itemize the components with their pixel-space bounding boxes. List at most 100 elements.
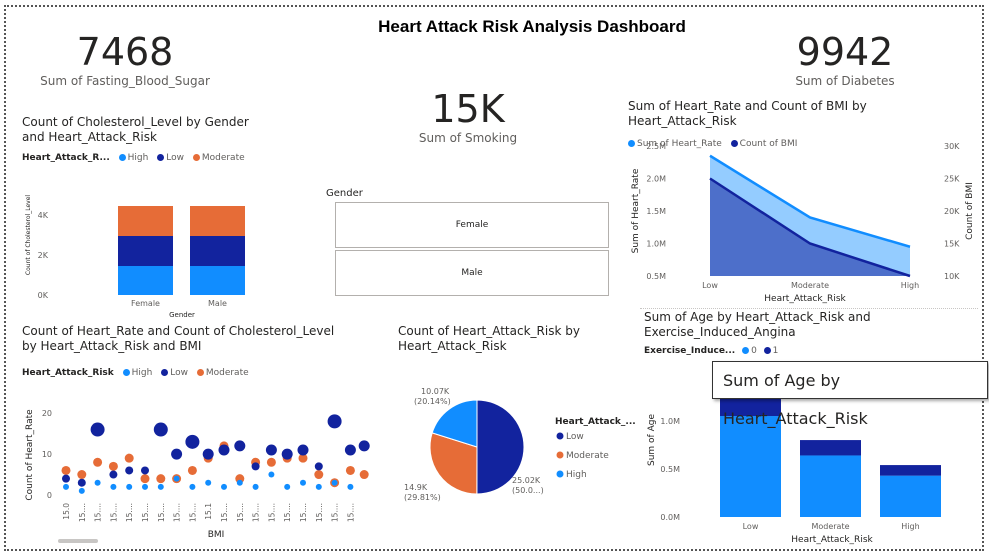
bar-low (190, 236, 245, 266)
scatter-point-high (142, 483, 148, 490)
legend-label: Low (170, 368, 188, 378)
legend-label: 1 (772, 346, 779, 356)
kpi-value: 15K (431, 87, 505, 131)
scatter-point-low (202, 448, 214, 460)
scatter-point-low (281, 448, 293, 460)
scatter-point-low (77, 478, 86, 487)
y-tick-label: 0 (47, 491, 52, 500)
x-tick-label: 15.... (157, 503, 166, 522)
x-tick-label: Low (743, 522, 759, 531)
legend-label: Count of BMI (739, 139, 798, 149)
legend-title: Heart_Attack_Risk (22, 368, 114, 378)
scatter-point-low (218, 444, 230, 456)
x-tick-label: 15.... (315, 503, 324, 522)
legend-label: Moderate (201, 153, 245, 163)
y-tick-label: 0K (38, 291, 49, 300)
x-tick-label: 15.... (346, 503, 355, 522)
legend-label: Moderate (566, 451, 609, 461)
scatter-point-moderate (93, 457, 103, 467)
chart-legend: Exercise_Induce... 0 1 (644, 346, 974, 356)
scatter-point-moderate (298, 453, 308, 463)
kpi-value: 9942 (796, 30, 894, 74)
slicer-option-female[interactable]: Female (335, 202, 609, 248)
legend-dot-high (556, 470, 564, 478)
legend-dot-moderate (192, 154, 200, 161)
y-tick-label: 0.0M (660, 513, 680, 522)
legend-dot-0 (742, 347, 750, 354)
chart-legend: Heart_Attack_Risk High Low Moderate (22, 368, 362, 378)
scatter-point-moderate (61, 465, 71, 475)
scatter-point-low (265, 444, 277, 456)
pie-chart: 25.02K(50.0...) 14.9K(29.81%) 10.07K(20.14… (404, 387, 636, 502)
slicer-option-male[interactable]: Male (335, 250, 609, 296)
bar-0 (800, 455, 861, 517)
pie-data-label: 25.02K (512, 476, 541, 485)
scatter-point-high (221, 483, 227, 490)
age-visual[interactable]: Sum of Age by Heart_Attack_Risk and Exer… (644, 310, 974, 356)
scatter-point-high (268, 471, 275, 478)
bar-low (118, 236, 173, 266)
line-bmi (709, 177, 911, 278)
y-tick-label: 2.5M (646, 142, 666, 151)
scatter-scrollbar[interactable] (58, 539, 98, 543)
gender-slicer-title: Gender (326, 188, 363, 199)
y-tick-label: 1.0M (646, 240, 666, 249)
pie-visual[interactable]: Count of Heart_Attack_Risk by Heart_Atta… (398, 324, 598, 354)
bar-1 (800, 440, 861, 456)
age-chart: 0.0M 0.5M 1.0M Low Moderate High Heart_Attack_… (647, 392, 941, 545)
kpi-label: Sum of Diabetes (795, 74, 895, 88)
chart-title: Count of Cholesterol_Level by Gender and… (22, 115, 249, 144)
y-tick-label: 20 (42, 409, 52, 418)
x-tick-label: 15.... (78, 503, 87, 522)
legend-dot-moderate (196, 369, 204, 376)
legend-label: Sum of Heart_Rate (637, 139, 722, 149)
x-tick-label: Low (702, 281, 718, 290)
kpi-smoking[interactable]: 15K Sum of Smoking (373, 87, 563, 145)
hr-bmi-chart: 0.5M 1.0M 1.5M 2.0M 2.5M 10K 15K 20K 25K 30K Low Mo… (631, 142, 975, 304)
legend-label: Low (166, 153, 184, 163)
kpi-diabetes[interactable]: 9942 Sum of Diabetes (750, 30, 940, 88)
legend-dot-heart-rate (628, 140, 635, 147)
y2-tick-label: 10K (944, 272, 960, 281)
bar-high (190, 266, 245, 295)
scatter-point-low (297, 444, 309, 456)
scatter-point-high (284, 483, 291, 490)
scatter-point-low (185, 434, 200, 449)
scatter-point-high (126, 483, 133, 490)
scatter-chart: 0 10 20 15.0 15.... 15.... 15.... 15.... 15.... 1… (25, 409, 370, 540)
bar-1 (880, 465, 941, 476)
legend-dot-bmi (730, 140, 738, 147)
scatter-point-moderate (140, 474, 150, 484)
x-tick-label: 15.... (331, 503, 340, 522)
y2-tick-label: 25K (944, 175, 960, 184)
x-tick-label: 15.... (236, 503, 245, 522)
scatter-point-high (252, 483, 259, 490)
legend-label: High (131, 368, 153, 378)
scatter-point-high (94, 479, 101, 486)
pie-data-pct: (29.81%) (404, 493, 441, 502)
legend-label: 0 (751, 346, 757, 356)
legend-label: Moderate (205, 368, 249, 378)
pie-slice-moderate (429, 432, 478, 495)
x-tick-label: High (901, 281, 919, 290)
bar-0 (720, 416, 781, 517)
scatter-point-moderate (124, 453, 134, 463)
hr-bmi-visual[interactable]: Sum of Heart_Rate and Count of BMI by He… (628, 99, 978, 149)
y2-axis-label: Count of BMI (965, 182, 975, 240)
scatter-point-low (314, 462, 323, 471)
kpi-fasting-blood-sugar[interactable]: 7468 Sum of Fasting_Blood_Sugar (30, 30, 220, 88)
bar-high (118, 266, 173, 295)
x-tick-label: 15.... (141, 503, 150, 522)
scatter-point-high (173, 475, 180, 482)
x-tick-label: 15.... (220, 503, 229, 522)
x-tick-label: 15.... (299, 503, 308, 522)
x-tick-label: 15.... (267, 503, 276, 522)
y-axis-label: Sum of Age (647, 414, 657, 466)
y-axis-label: Count of Cholesterol_Level (25, 195, 32, 275)
chart-legend: Heart_Attack_R... High Low Moderate (22, 153, 322, 163)
scatter-visual[interactable]: Count of Heart_Rate and Count of Cholest… (22, 324, 362, 378)
pie-slice-high (431, 399, 478, 448)
cholesterol-visual[interactable]: Count of Cholesterol_Level by Gender and… (22, 115, 322, 315)
x-tick-label: 15.... (125, 503, 134, 522)
scatter-point-low (109, 470, 118, 479)
